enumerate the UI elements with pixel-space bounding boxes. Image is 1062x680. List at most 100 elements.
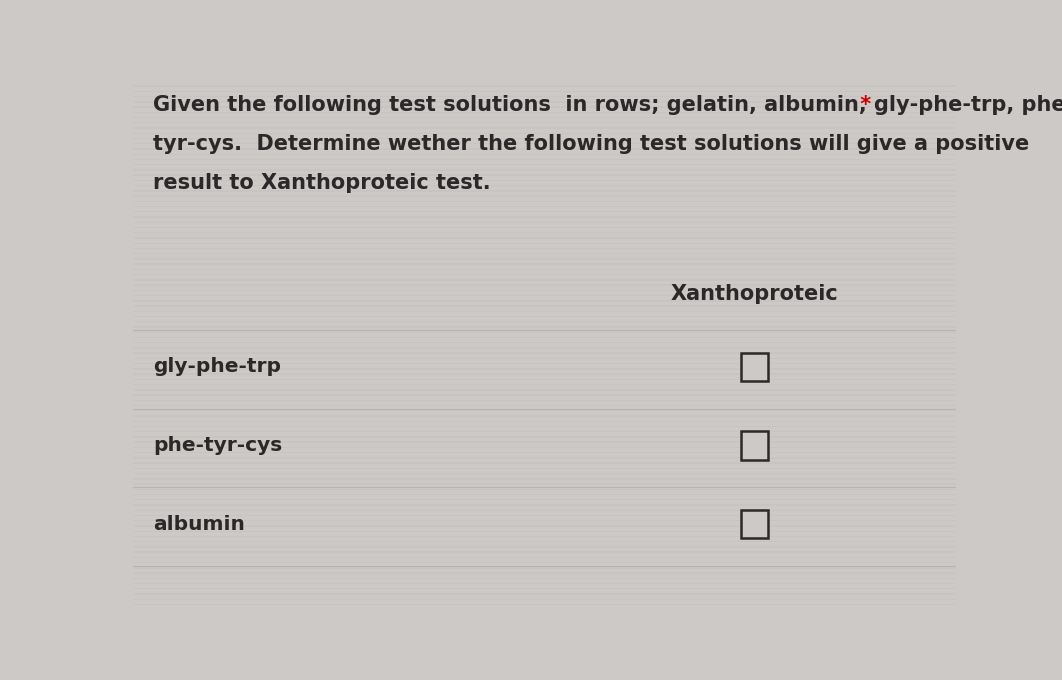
Bar — [133, 520, 956, 522]
Bar — [133, 316, 956, 317]
Bar — [133, 258, 956, 260]
Bar — [133, 352, 956, 354]
Bar — [133, 169, 956, 171]
Bar — [133, 515, 956, 516]
Bar — [133, 509, 956, 511]
Bar — [133, 546, 956, 547]
Bar — [133, 337, 956, 338]
Bar — [133, 154, 956, 155]
Bar — [133, 86, 956, 87]
Bar — [133, 305, 956, 307]
Bar — [133, 237, 956, 239]
Bar — [133, 158, 956, 160]
Bar — [133, 583, 956, 584]
Bar — [133, 243, 956, 244]
Bar — [133, 536, 956, 537]
Bar — [133, 300, 956, 301]
Bar — [133, 227, 956, 228]
Bar — [133, 588, 956, 590]
Bar — [133, 557, 956, 558]
Bar — [133, 499, 956, 500]
Bar — [133, 222, 956, 223]
Bar — [133, 598, 956, 600]
Bar — [133, 311, 956, 312]
Bar — [133, 420, 956, 422]
Bar — [133, 384, 956, 386]
Bar — [133, 295, 956, 296]
Text: result to Xanthoproteic test.: result to Xanthoproteic test. — [153, 173, 491, 193]
Bar — [133, 148, 956, 150]
Bar — [133, 405, 956, 406]
Bar — [133, 326, 956, 328]
Bar — [133, 201, 956, 202]
Bar — [133, 216, 956, 218]
Bar — [133, 562, 956, 563]
Bar — [133, 468, 956, 469]
Bar — [133, 274, 956, 275]
Bar — [133, 462, 956, 464]
Bar — [133, 164, 956, 165]
Text: Xanthoproteic: Xanthoproteic — [670, 284, 838, 304]
Text: tyr-cys.  Determine wether the following test solutions will give a positive: tyr-cys. Determine wether the following … — [153, 134, 1029, 154]
Bar — [133, 489, 956, 490]
Bar — [133, 180, 956, 181]
Bar — [133, 505, 956, 506]
Bar — [133, 483, 956, 485]
Bar — [133, 525, 956, 526]
Bar — [133, 373, 956, 375]
Bar — [133, 431, 956, 432]
Bar — [133, 101, 956, 103]
Bar — [133, 441, 956, 443]
Bar — [133, 211, 956, 212]
Bar — [740, 509, 768, 539]
Bar — [133, 290, 956, 291]
Bar — [133, 106, 956, 107]
Bar — [133, 437, 956, 438]
Text: gly-phe-trp: gly-phe-trp — [153, 358, 281, 377]
Bar — [133, 400, 956, 401]
Bar — [133, 457, 956, 458]
Bar — [133, 379, 956, 380]
Bar — [133, 284, 956, 286]
Bar — [133, 112, 956, 113]
Bar — [133, 263, 956, 265]
Bar — [133, 426, 956, 427]
Bar — [133, 185, 956, 186]
Bar — [133, 389, 956, 390]
Bar — [133, 452, 956, 454]
Bar — [133, 232, 956, 233]
Text: albumin: albumin — [153, 515, 245, 534]
Bar — [133, 253, 956, 254]
Bar — [133, 604, 956, 605]
Bar — [133, 321, 956, 322]
Bar — [133, 394, 956, 396]
Bar — [133, 138, 956, 139]
Text: phe-tyr-cys: phe-tyr-cys — [153, 436, 282, 455]
Bar — [133, 494, 956, 495]
Bar — [133, 415, 956, 417]
Bar — [133, 175, 956, 176]
Text: *: * — [853, 95, 871, 115]
Bar — [133, 478, 956, 479]
Bar — [133, 133, 956, 134]
Bar — [133, 332, 956, 333]
Bar — [133, 127, 956, 129]
Bar — [133, 541, 956, 543]
Bar — [740, 352, 768, 381]
Bar — [133, 473, 956, 475]
Bar — [133, 122, 956, 124]
Bar — [133, 248, 956, 249]
Bar — [133, 269, 956, 270]
Bar — [133, 347, 956, 349]
Bar — [133, 342, 956, 343]
Bar — [133, 117, 956, 118]
Bar — [133, 530, 956, 532]
Bar — [133, 190, 956, 192]
Bar — [133, 358, 956, 359]
Bar — [133, 368, 956, 370]
Bar — [133, 447, 956, 448]
Bar — [133, 410, 956, 411]
Bar — [133, 206, 956, 207]
Bar — [133, 195, 956, 197]
Bar — [133, 567, 956, 568]
